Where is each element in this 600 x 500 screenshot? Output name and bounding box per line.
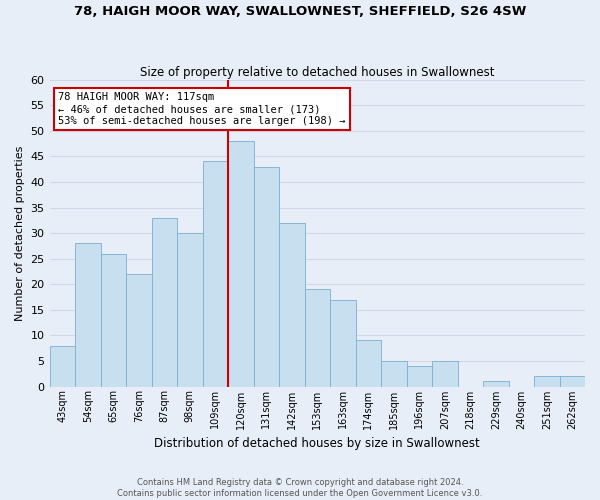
Bar	[305, 290, 330, 386]
Text: Contains HM Land Registry data © Crown copyright and database right 2024.
Contai: Contains HM Land Registry data © Crown c…	[118, 478, 482, 498]
X-axis label: Distribution of detached houses by size in Swallownest: Distribution of detached houses by size …	[154, 437, 480, 450]
Bar	[126, 274, 152, 386]
Bar	[330, 300, 356, 386]
Text: 78, HAIGH MOOR WAY, SWALLOWNEST, SHEFFIELD, S26 4SW: 78, HAIGH MOOR WAY, SWALLOWNEST, SHEFFIE…	[74, 5, 526, 18]
Bar	[152, 218, 177, 386]
Bar	[279, 223, 305, 386]
Bar	[534, 376, 560, 386]
Text: 78 HAIGH MOOR WAY: 117sqm
← 46% of detached houses are smaller (173)
53% of semi: 78 HAIGH MOOR WAY: 117sqm ← 46% of detac…	[58, 92, 346, 126]
Bar	[483, 382, 509, 386]
Bar	[381, 361, 407, 386]
Bar	[177, 233, 203, 386]
Bar	[432, 361, 458, 386]
Title: Size of property relative to detached houses in Swallownest: Size of property relative to detached ho…	[140, 66, 494, 78]
Bar	[254, 166, 279, 386]
Bar	[50, 346, 75, 387]
Y-axis label: Number of detached properties: Number of detached properties	[15, 146, 25, 321]
Bar	[228, 141, 254, 386]
Bar	[560, 376, 585, 386]
Bar	[407, 366, 432, 386]
Bar	[203, 162, 228, 386]
Bar	[101, 254, 126, 386]
Bar	[75, 244, 101, 386]
Bar	[356, 340, 381, 386]
